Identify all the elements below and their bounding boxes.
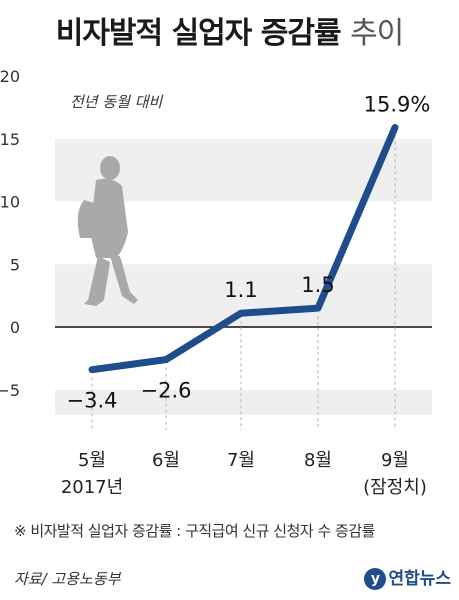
news-logo: y 연합뉴스 <box>364 564 451 590</box>
chart-title: 비자발적 실업자 증감률 추이 <box>0 8 459 52</box>
x-tick-label: 5월 <box>78 450 106 471</box>
chart-title-tail: 추이 <box>350 16 404 51</box>
data-label: 1.5 <box>301 273 334 297</box>
chart-annotation: 전년 동월 대비 <box>70 93 164 111</box>
x-tick-label: 6월 <box>152 450 180 471</box>
footnote: ※ 비자발적 실업자 증감률 : 구직급여 신규 신청자 수 증감률 <box>14 522 375 540</box>
data-label: −3.4 <box>67 389 118 413</box>
x-tick-label: 8월 <box>304 450 332 471</box>
x-tick-sublabel: (잠정치) <box>363 477 427 498</box>
data-label: 1.1 <box>224 278 257 302</box>
x-tick-label: 7월 <box>227 450 255 471</box>
news-logo-icon: y <box>364 568 387 590</box>
data-label: 15.9% <box>364 92 431 116</box>
series-line <box>88 123 399 374</box>
y-tick-label: 5 <box>10 255 20 274</box>
news-logo-text: 연합뉴스 <box>388 569 451 589</box>
y-tick-label: −5 <box>0 381 20 400</box>
y-tick-label: 10 <box>0 193 20 212</box>
y-tick-label: 15 <box>0 130 20 149</box>
y-tick-label: 20 <box>0 67 20 86</box>
chart-title-main: 비자발적 실업자 증감률 <box>55 16 342 51</box>
x-tick-sublabel: 2017년 <box>61 477 123 498</box>
grid-band-0 <box>55 389 432 415</box>
person-silhouette-icon <box>77 156 138 306</box>
y-tick-label: 0 <box>10 318 20 337</box>
x-tick-label: 9월 <box>381 450 409 471</box>
data-label: −2.6 <box>141 379 192 403</box>
source-credit: 자료/ 고용노동부 <box>14 570 121 588</box>
